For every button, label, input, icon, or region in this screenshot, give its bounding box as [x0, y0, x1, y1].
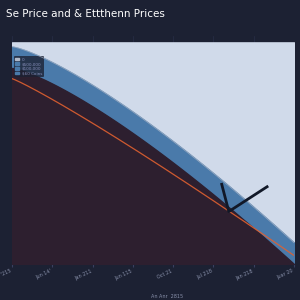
Legend: 0, $500,000, $100,000, $60 Coins: 0, $500,000, $100,000, $60 Coins: [14, 56, 44, 77]
Text: Se Price and & Ettthenn Prices: Se Price and & Ettthenn Prices: [6, 9, 165, 19]
Text: An Anr  2815: An Anr 2815: [151, 294, 183, 298]
